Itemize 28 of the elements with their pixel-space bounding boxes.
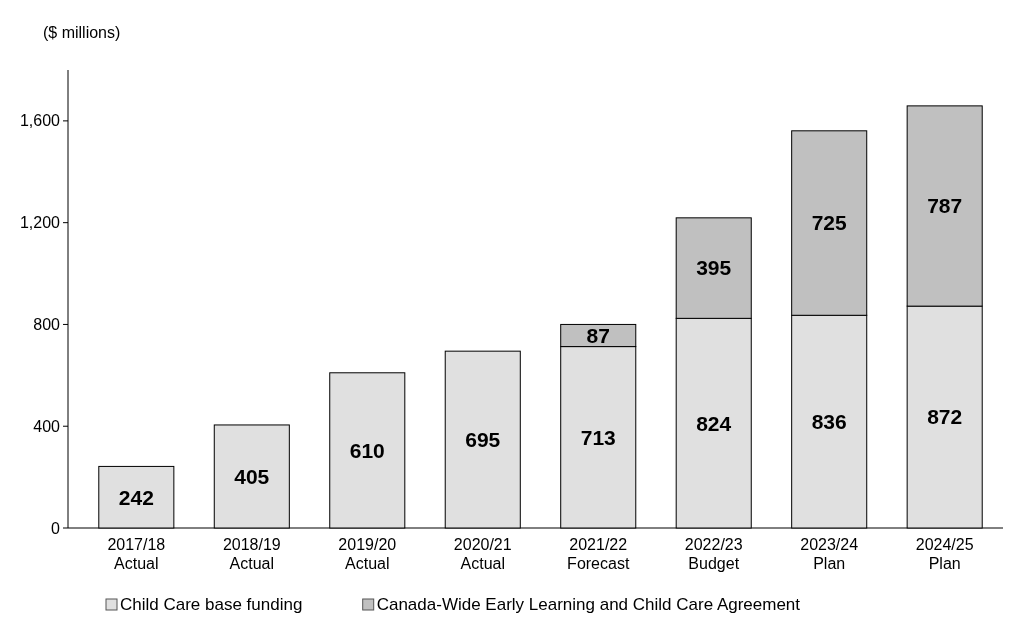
x-tick-label: 2020/21 Actual [453,536,512,573]
data-label: 695 [465,427,501,451]
data-label: 872 [927,405,963,429]
data-label: 787 [927,194,963,218]
y-tick-label: 1,200 [19,214,61,232]
x-tick-label: 2021/22 Forecast [567,536,630,573]
y-tick-label: 400 [33,417,61,435]
y-tick-label: 800 [33,316,61,334]
x-tick-label: 2017/18 Actual [107,536,166,573]
y-tick-label: 1,600 [19,112,61,130]
y-tick-label: 0 [51,519,61,537]
data-label: 395 [696,256,732,280]
x-tick-label: 2018/19 Actual [222,536,281,573]
legend-label: Canada-Wide Early Learning and Child Care Agreement [376,595,801,614]
data-label: 610 [349,438,385,462]
data-label: 725 [811,211,848,235]
data-label: 405 [234,464,270,488]
x-tick-label: 2023/24 Plan [800,536,859,573]
y-axis-title: ($ millions) [43,24,121,41]
x-tick-label: 2019/20 Actual [338,536,397,573]
data-label: 242 [118,485,154,509]
data-label: 87 [586,323,610,347]
legend-label: Child Care base funding [120,595,303,614]
x-tick-label: 2022/23 Budget [684,536,743,573]
data-label: 824 [696,411,732,435]
data-label: 836 [811,409,847,433]
data-label: 713 [580,425,616,449]
x-tick-label: 2024/25 Plan [915,536,974,573]
